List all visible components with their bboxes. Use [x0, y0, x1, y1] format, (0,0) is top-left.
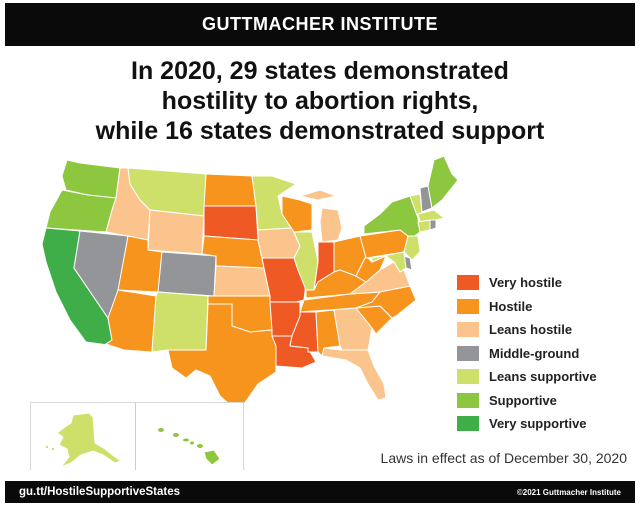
- state-SD: [203, 205, 259, 241]
- swatch-supportive: [457, 392, 479, 408]
- state-CO: [157, 251, 217, 297]
- state-CT: [417, 219, 431, 233]
- state-VA: [348, 261, 411, 295]
- state-ME: [427, 155, 459, 209]
- swatch-middle-ground: [457, 345, 479, 361]
- laws-effective-note: Laws in effect as of December 30, 2020: [380, 450, 627, 466]
- legend-label: Leans hostile: [489, 322, 573, 338]
- title-line-3: while 16 states demonstrated support: [95, 117, 545, 145]
- legend-item-supportive: Supportive: [457, 389, 597, 413]
- header-bar: GUTTMACHER INSTITUTE: [5, 3, 635, 46]
- state-MA: [417, 209, 446, 223]
- legend-item-leans-hostile: Leans hostile: [457, 318, 597, 342]
- state-NJ: [403, 235, 421, 261]
- swatch-very-supportive: [457, 416, 479, 432]
- state-HI: [158, 428, 221, 466]
- swatch-leans-supportive: [457, 369, 479, 385]
- title-line-1: In 2020, 29 states demonstrated: [131, 57, 509, 85]
- legend-label: Hostile: [489, 298, 533, 314]
- alaska-inset: [30, 402, 136, 470]
- legend-item-very-supportive: Very supportive: [457, 412, 597, 436]
- legend: Very hostile Hostile Leans hostile Middl…: [457, 271, 597, 436]
- footer-url-link[interactable]: gu.tt/HostileSupportiveStates: [19, 486, 181, 498]
- state-NM: [151, 291, 209, 353]
- legend-item-leans-supportive: Leans supportive: [457, 365, 597, 389]
- us-map: [41, 155, 459, 411]
- page-title: In 2020, 29 states demonstrated hostilit…: [0, 56, 640, 146]
- swatch-hostile: [457, 298, 479, 314]
- legend-label: Middle-ground: [489, 345, 580, 361]
- org-name: GUTTMACHER INSTITUTE: [202, 14, 438, 34]
- state-WI: [281, 195, 313, 233]
- state-WY: [147, 209, 205, 255]
- state-RI: [429, 219, 437, 231]
- copyright: ©2021 Guttmacher Institute: [516, 487, 621, 497]
- swatch-very-hostile: [457, 275, 479, 291]
- hawaii-inset: [135, 402, 244, 470]
- legend-label: Leans supportive: [489, 369, 597, 385]
- swatch-leans-hostile: [457, 322, 479, 338]
- state-ND: [203, 173, 257, 207]
- legend-item-middle-ground: Middle-ground: [457, 342, 597, 366]
- legend-label: Very supportive: [489, 416, 587, 432]
- legend-item-very-hostile: Very hostile: [457, 271, 597, 295]
- title-line-2: hostility to abortion rights,: [161, 87, 479, 115]
- state-KS: [213, 265, 271, 297]
- legend-item-hostile: Hostile: [457, 295, 597, 319]
- legend-label: Very hostile: [489, 275, 562, 291]
- state-FL: [321, 347, 387, 401]
- state-MD: [371, 251, 407, 273]
- state-MI: [298, 189, 343, 243]
- state-AK: [45, 412, 123, 469]
- footer-bar: gu.tt/HostileSupportiveStates ©2021 Gutt…: [5, 481, 635, 503]
- legend-label: Supportive: [489, 392, 557, 408]
